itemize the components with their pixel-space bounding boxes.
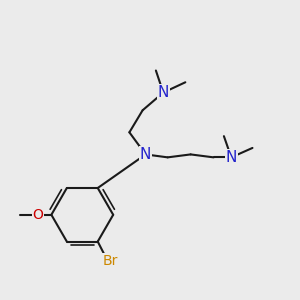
Text: Br: Br	[103, 254, 118, 268]
Text: N: N	[158, 85, 169, 100]
Text: N: N	[226, 150, 237, 165]
Text: N: N	[140, 147, 151, 162]
Text: O: O	[33, 208, 44, 222]
